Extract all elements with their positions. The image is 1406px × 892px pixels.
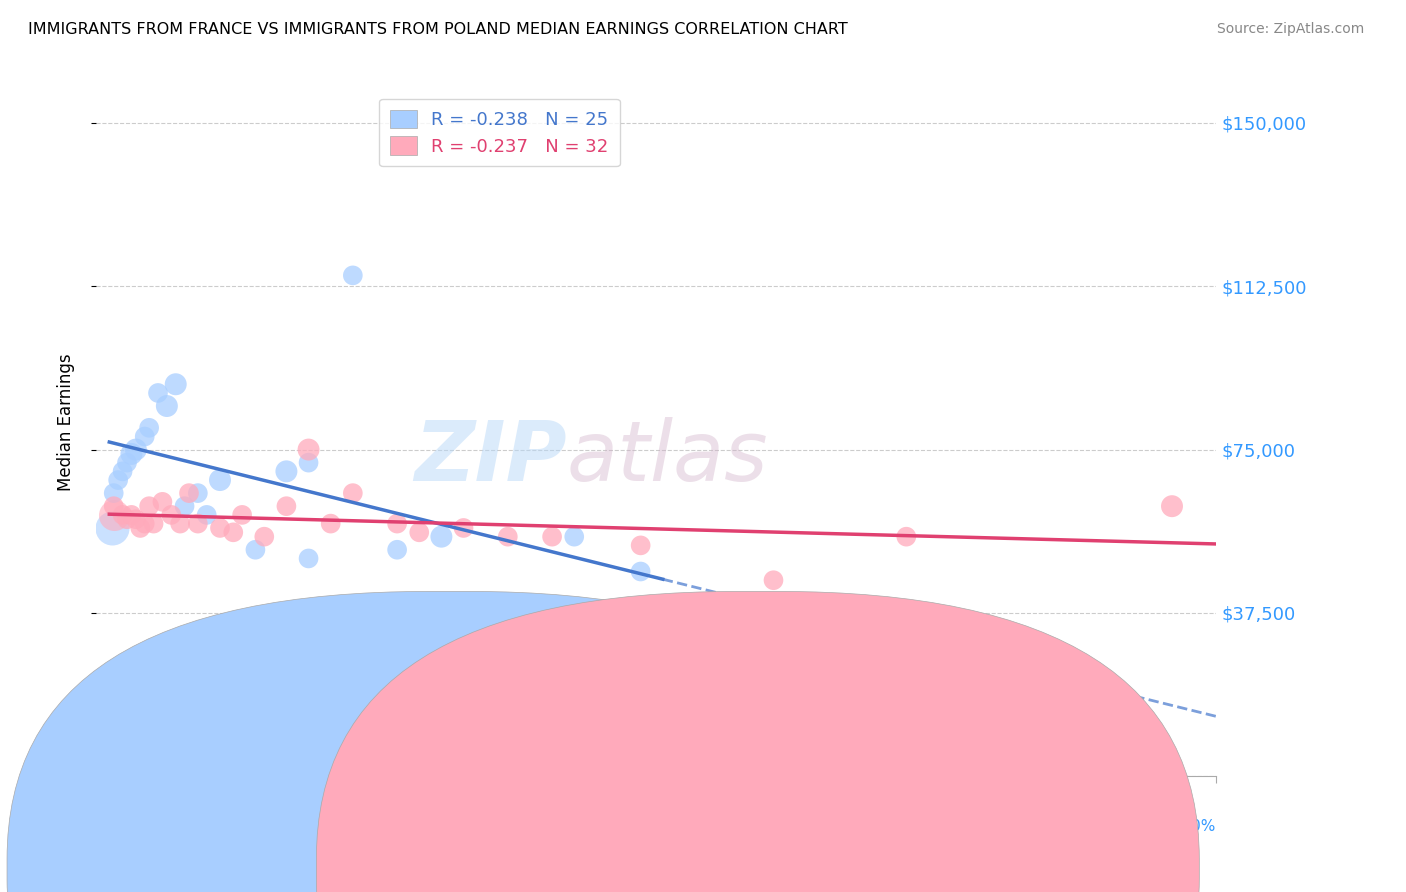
Point	[541, 530, 564, 544]
Text: 25.0%: 25.0%	[1168, 819, 1216, 834]
Point	[630, 565, 652, 579]
Point	[195, 508, 218, 522]
Text: Source: ZipAtlas.com: Source: ZipAtlas.com	[1216, 22, 1364, 37]
Point	[134, 429, 156, 443]
Point	[125, 442, 148, 457]
Point	[453, 521, 475, 535]
Point	[173, 499, 195, 513]
Point	[120, 508, 142, 522]
Point	[319, 516, 342, 531]
Point	[231, 508, 253, 522]
Legend: R = -0.238   N = 25, R = -0.237   N = 32: R = -0.238 N = 25, R = -0.237 N = 32	[380, 99, 620, 167]
Point	[169, 516, 191, 531]
Point	[187, 516, 209, 531]
Point	[297, 442, 319, 457]
Point	[165, 377, 187, 392]
Point	[103, 486, 125, 500]
Point	[245, 542, 267, 557]
Point	[103, 508, 125, 522]
Point	[896, 530, 918, 544]
Point	[120, 447, 142, 461]
Point	[342, 486, 364, 500]
Text: ZIP: ZIP	[413, 417, 567, 499]
Point	[253, 530, 276, 544]
Text: 0.0%: 0.0%	[96, 819, 135, 834]
Point	[276, 499, 298, 513]
Point	[177, 486, 200, 500]
Point	[138, 499, 160, 513]
Point	[146, 386, 169, 401]
Point	[208, 473, 231, 487]
Point	[208, 521, 231, 535]
Point	[408, 525, 430, 540]
Point	[385, 516, 408, 531]
Point	[496, 530, 519, 544]
Point	[297, 551, 319, 566]
Text: atlas: atlas	[567, 417, 768, 499]
Point	[430, 530, 453, 544]
Point	[111, 508, 134, 522]
Point	[115, 456, 138, 470]
Point	[630, 538, 652, 552]
Point	[115, 512, 138, 526]
Point	[297, 456, 319, 470]
Text: Immigrants from France: Immigrants from France	[492, 855, 676, 870]
Point	[673, 639, 696, 653]
Point	[142, 516, 165, 531]
Point	[156, 399, 179, 413]
Point	[107, 473, 129, 487]
Point	[276, 464, 298, 478]
Point	[100, 521, 122, 535]
Text: Immigrants from Poland: Immigrants from Poland	[787, 855, 972, 870]
Text: IMMIGRANTS FROM FRANCE VS IMMIGRANTS FROM POLAND MEDIAN EARNINGS CORRELATION CHA: IMMIGRANTS FROM FRANCE VS IMMIGRANTS FRO…	[28, 22, 848, 37]
Point	[342, 268, 364, 283]
Point	[1161, 499, 1184, 513]
Point	[152, 495, 174, 509]
Point	[762, 573, 785, 587]
Point	[562, 530, 585, 544]
Point	[222, 525, 245, 540]
Y-axis label: Median Earnings: Median Earnings	[58, 353, 75, 491]
Point	[385, 542, 408, 557]
Point	[134, 516, 156, 531]
Point	[125, 512, 148, 526]
Point	[103, 499, 125, 513]
Point	[129, 521, 152, 535]
Point	[111, 464, 134, 478]
Point	[138, 421, 160, 435]
Point	[160, 508, 183, 522]
Point	[187, 486, 209, 500]
